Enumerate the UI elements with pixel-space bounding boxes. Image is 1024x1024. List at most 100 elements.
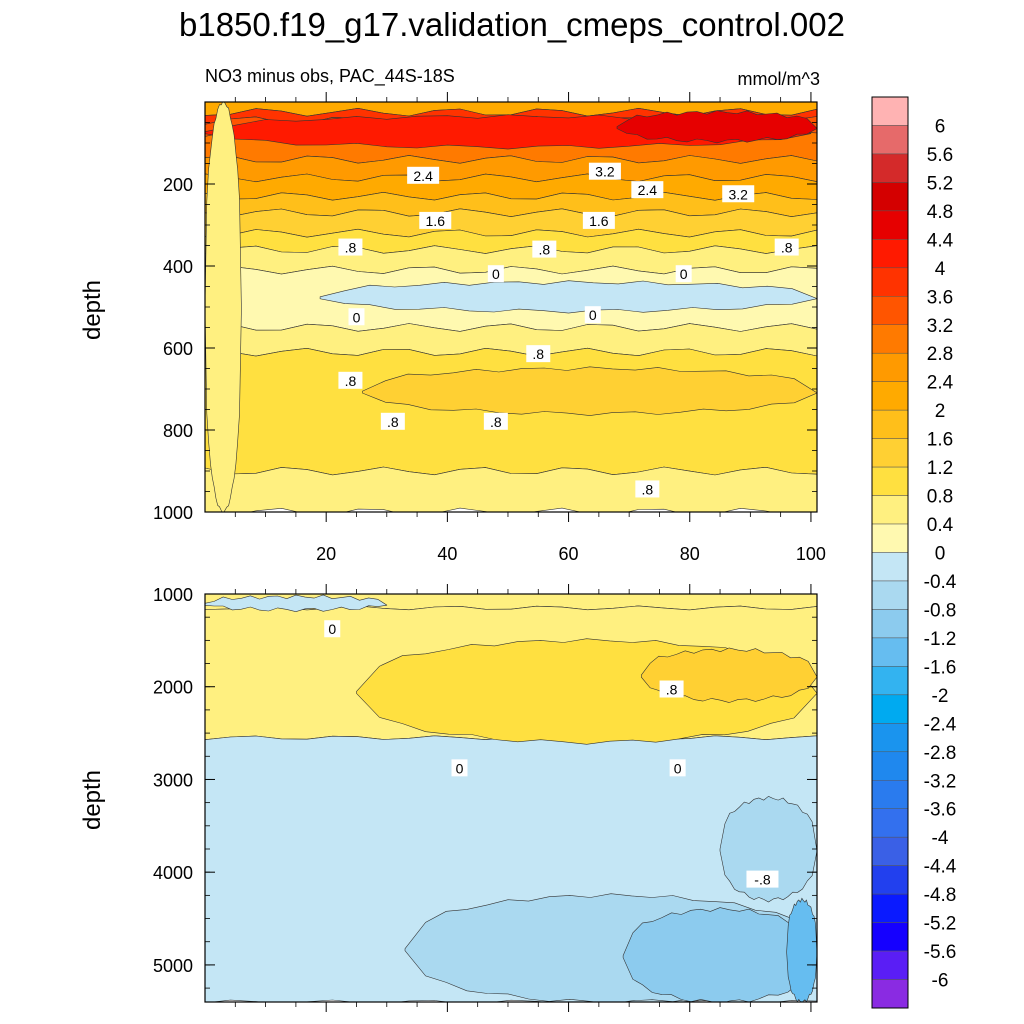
y-tick-label: 2000 — [153, 678, 193, 698]
lower-panel: 0 .8 0 0 -.8 1000 2000 3000 4000 5000 depth — [79, 584, 818, 1012]
colorbar-swatch — [871, 751, 909, 781]
colorbar-swatch — [871, 381, 909, 411]
contour-label-box — [774, 238, 799, 256]
contour-label: -.8 — [746, 870, 779, 888]
contour-label-text: .8 — [538, 242, 550, 258]
colorbar-tick-label: 1.6 — [927, 430, 953, 451]
contour-label-box — [526, 345, 551, 363]
contour-label-box — [582, 211, 615, 229]
contour-label-text: .8 — [345, 373, 357, 389]
contour-label-box — [722, 185, 755, 203]
contour-label-text: 0 — [674, 760, 682, 776]
contour-label-text: 2.4 — [638, 182, 658, 198]
colorbar-swatch — [871, 580, 909, 610]
x-tick-label: 60 — [559, 544, 579, 564]
colorbar-swatch — [871, 96, 909, 126]
contour-label-text: 0 — [492, 266, 500, 282]
colorbar-tick-label: -4.8 — [924, 885, 957, 906]
contour-label-text: 3.2 — [728, 186, 748, 202]
colorbar-tick-label: -1.6 — [924, 657, 957, 678]
colorbar-tick-label: -5.6 — [924, 942, 957, 963]
contour-region — [205, 594, 388, 613]
lower-contour-fill — [205, 594, 817, 1002]
colorbar-tick-label: -3.6 — [924, 800, 957, 821]
colorbar-swatch — [871, 979, 909, 1009]
contour-label: 0 — [669, 759, 686, 777]
colorbar-swatch — [871, 495, 909, 525]
contour-label-box — [635, 480, 660, 498]
y-tick-label: 800 — [163, 421, 193, 441]
colorbar-tick-label: -0.4 — [924, 572, 957, 593]
contour-label-box — [487, 265, 504, 283]
colorbar-swatch — [871, 723, 909, 753]
colorbar-tick-label: -3.2 — [924, 771, 957, 792]
colorbar-tick-label: 0 — [935, 544, 946, 565]
contour-label: 0 — [675, 265, 692, 283]
colorbar-swatch — [871, 324, 909, 354]
colorbar-swatch — [871, 352, 909, 382]
contour-region — [205, 102, 242, 512]
upper-axes: 200 400 600 800 1000 — [153, 92, 817, 523]
colorbar-swatch — [871, 125, 909, 155]
lower-plot-frame — [204, 593, 818, 1003]
lower-y-axis-label: depth — [79, 770, 106, 830]
contour-label: 3.2 — [588, 162, 621, 180]
colorbar-tick-label: -2.4 — [924, 714, 957, 735]
contour-label-text: 0 — [328, 621, 336, 637]
chart-title: b1850.f19_g17.validation_cmeps_control.0… — [179, 6, 845, 43]
contour-label: .8 — [338, 238, 363, 256]
lower-axes: 1000 2000 3000 4000 5000 — [153, 584, 817, 1012]
colorbar-tick-label: 1.2 — [927, 458, 953, 479]
contour-label-text: .8 — [666, 682, 678, 698]
colorbar-swatch — [871, 893, 909, 923]
contour-label: .8 — [338, 371, 363, 389]
contour-label: 0 — [324, 620, 341, 638]
colorbar-swatch — [871, 438, 909, 468]
contour-label: 2.4 — [631, 181, 664, 199]
colorbar-swatch — [871, 182, 909, 212]
contour-label-text: .8 — [387, 414, 399, 430]
contour-label-box — [584, 306, 601, 324]
y-tick-label: 200 — [163, 175, 193, 195]
colorbar-tick-label: -2.8 — [924, 743, 957, 764]
contour-label: 1.6 — [582, 211, 615, 229]
contour-label-box — [419, 211, 452, 229]
colorbar-tick-label: -2 — [932, 686, 949, 707]
chart-subtitle: NO3 minus obs, PAC_44S-18S — [205, 66, 455, 87]
contour-label: 1.6 — [419, 211, 452, 229]
colorbar-swatch — [871, 694, 909, 724]
contour-label-text: .8 — [781, 240, 793, 256]
colorbar: 6 5.6 5.2 4.8 4.4 4 3.6 3.2 2.8 2.4 2 1.6 1.2 0.8 0.4 0… — [871, 96, 957, 1009]
contour-label: 0 — [451, 759, 468, 777]
contour-label: .8 — [532, 240, 557, 258]
colorbar-swatch — [871, 950, 909, 980]
colorbar-tick-label: 4 — [935, 259, 946, 280]
x-tick-label: 20 — [316, 544, 336, 564]
contour-label-text: 0 — [353, 309, 361, 325]
contour-label-box — [380, 412, 405, 430]
contour-label-box — [659, 680, 684, 698]
x-tick-label: 40 — [437, 544, 457, 564]
contour-label: .8 — [635, 480, 660, 498]
colorbar-swatch — [871, 666, 909, 696]
y-tick-label: 3000 — [153, 770, 193, 790]
colorbar-swatch — [871, 780, 909, 809]
colorbar-swatch — [871, 239, 909, 269]
colorbar-tick-label: 4.8 — [927, 202, 953, 223]
y-tick-label: 1000 — [153, 503, 193, 523]
colorbar-tick-label: -1.2 — [924, 629, 957, 650]
contour-region — [786, 897, 817, 1002]
upper-y-axis-label: depth — [79, 280, 106, 340]
colorbar-swatch — [871, 409, 909, 439]
y-tick-label: 4000 — [153, 863, 193, 883]
colorbar-tick-label: 2.8 — [927, 344, 953, 365]
colorbar-tick-label: 5.6 — [927, 145, 953, 166]
colorbar-swatch — [871, 153, 909, 183]
contour-label-box — [483, 412, 508, 430]
contour-label-text: 1.6 — [589, 213, 609, 229]
colorbar-tick-label: -5.2 — [924, 914, 957, 935]
colorbar-tick-label: 2.4 — [927, 373, 954, 394]
colorbar-swatch — [871, 836, 909, 866]
upper-panel: 3.2 3.2 2.4 2.4 1.6 1.6 .8 .8 .8 0 0 0 0 .8 .8 .8 .8 .8 2… — [79, 92, 818, 523]
contour-label-box — [746, 870, 779, 888]
